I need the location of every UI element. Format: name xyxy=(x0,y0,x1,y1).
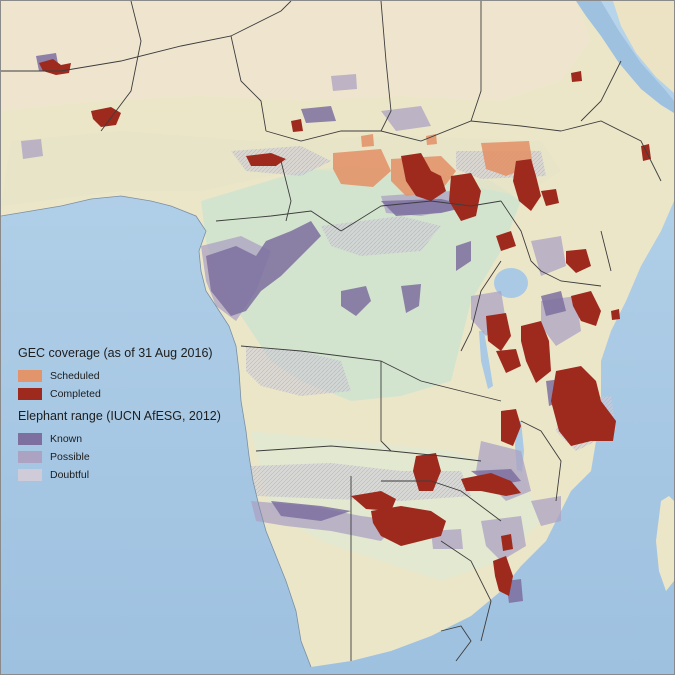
possible-swatch xyxy=(18,451,42,463)
map-legend: GEC coverage (as of 31 Aug 2016) Schedul… xyxy=(18,346,221,484)
north-desert xyxy=(1,1,591,111)
lake-tanganyika xyxy=(479,331,493,389)
lake-victoria xyxy=(494,268,528,298)
legend-label-scheduled: Scheduled xyxy=(50,370,100,382)
red-sea xyxy=(576,1,674,113)
coastline xyxy=(1,195,312,668)
legend-item-doubtful: Doubtful xyxy=(18,466,221,484)
forest-belt xyxy=(201,166,521,401)
legend-item-possible: Possible xyxy=(18,448,221,466)
legend-label-doubtful: Doubtful xyxy=(50,469,90,481)
legend-label-known: Known xyxy=(50,433,83,445)
legend-label-possible: Possible xyxy=(50,451,90,463)
legend-item-known: Known xyxy=(18,430,221,448)
legend-label-completed: Completed xyxy=(50,388,101,400)
legend-range-title: Elephant range (IUCN AfESG, 2012) xyxy=(18,409,221,423)
legend-coverage-title: GEC coverage (as of 31 Aug 2016) xyxy=(18,346,213,360)
legend-item-completed: Completed xyxy=(18,385,221,403)
doubtful-swatch xyxy=(18,469,42,481)
completed-swatch xyxy=(18,388,42,400)
scheduled-swatch xyxy=(18,370,42,382)
legend-item-scheduled: Scheduled xyxy=(18,367,221,385)
coverage-completed xyxy=(39,59,651,596)
arabian-land xyxy=(613,1,674,93)
country-borders xyxy=(1,1,662,662)
madagascar xyxy=(656,496,674,591)
known-swatch xyxy=(18,433,42,445)
